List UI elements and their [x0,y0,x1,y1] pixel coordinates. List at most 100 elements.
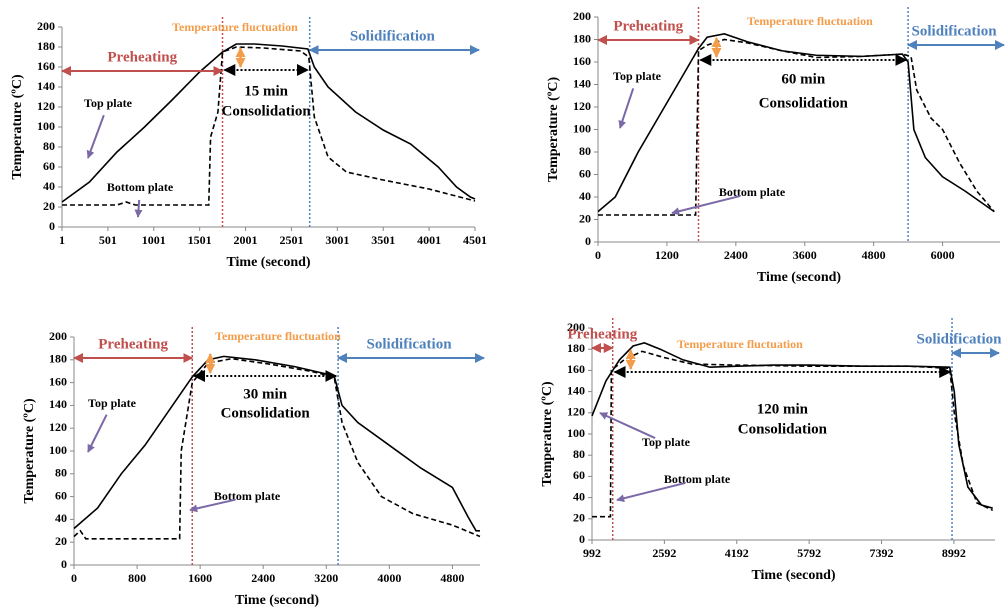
x-tick-label: 3600 [793,248,817,262]
x-tick-label: 0 [595,248,601,262]
y-tick-label: 80 [573,447,585,461]
series-line [73,357,481,540]
x-tick-label: 2501 [279,233,303,247]
y-tick-label: 200 [567,320,585,334]
y-axis-label: Temperature (ºC) [22,398,37,504]
x-tick-label: 1200 [655,248,679,262]
y-tick-label: 200 [49,329,67,343]
series-pointer [87,414,108,453]
y-tick-label: 0 [49,219,55,233]
y-tick-label: 60 [55,488,67,502]
duration-label: 120 min [757,401,809,417]
y-tick-label: 80 [579,144,591,158]
y-tick-label: 20 [55,534,67,548]
series-line [61,43,476,203]
y-tick-label: 180 [573,31,591,45]
x-tick-label: 5792 [797,546,821,560]
series-label: Top plate [88,396,137,410]
y-tick-label: 160 [37,59,55,73]
series-label: Bottom plate [719,185,786,199]
x-tick-label: 2400 [724,248,748,262]
series-pointer [134,199,143,218]
x-axis-label: Time (second) [226,255,310,270]
y-tick-label: 100 [49,443,67,457]
series-line [597,33,995,213]
preheating-label: Preheating [568,326,638,342]
series-pointer [86,114,105,159]
x-tick-label: 6000 [931,248,955,262]
x-tick-label: 2592 [652,546,676,560]
y-tick-label: 100 [573,121,591,135]
y-tick-label: 160 [567,362,585,376]
series-label: Top plate [84,96,133,110]
duration-label: 15 min [244,83,288,99]
y-tick-label: 100 [567,426,585,440]
y-tick-label: 20 [43,199,55,213]
y-axis-label: Temperature (ºC) [10,74,25,180]
x-axis-label: Time (second) [235,593,319,608]
x-tick-label: 4800 [862,248,886,262]
y-tick-label: 180 [49,352,67,366]
y-tick-label: 60 [573,468,585,482]
x-tick-label: 1001 [142,233,166,247]
y-tick-label: 20 [573,511,585,525]
x-tick-label: 4192 [725,546,749,560]
x-tick-label: 4800 [440,571,464,585]
x-tick-label: 4501 [463,233,487,247]
series-label: Top plate [613,69,662,83]
x-tick-label: 1501 [188,233,212,247]
x-axis-label: Time (second) [757,270,841,285]
y-tick-label: 160 [49,374,67,388]
y-tick-label: 20 [579,211,591,225]
series-label: Top plate [642,435,691,449]
y-tick-label: 80 [55,466,67,480]
x-tick-label: 4000 [377,571,401,585]
y-tick-label: 140 [37,79,55,93]
consolidation-label: Consolidation [738,421,828,437]
x-tick-label: 3501 [371,233,395,247]
x-tick-label: 1 [59,233,65,247]
y-axis-label: Temperature (ºC) [540,381,555,487]
y-tick-label: 160 [573,54,591,68]
y-tick-label: 180 [37,39,55,53]
solidification-label: Solidification [350,28,436,44]
series-label: Bottom plate [214,489,281,503]
x-tick-label: 3200 [314,571,338,585]
series-label: Bottom plate [664,472,731,486]
y-tick-label: 0 [579,532,585,546]
x-tick-label: 0 [71,571,77,585]
preheating-label: Preheating [613,18,683,34]
y-tick-label: 40 [573,489,585,503]
consolidation-label: Consolidation [759,95,849,111]
y-tick-label: 140 [567,383,585,397]
y-tick-label: 40 [55,511,67,525]
solidification-label: Solidification [912,23,998,39]
series-line [62,46,476,206]
y-tick-label: 40 [579,189,591,203]
x-tick-label: 3001 [325,233,349,247]
duration-label: 30 min [243,386,287,402]
duration-label: 60 min [781,71,825,87]
x-tick-label: 2400 [251,571,275,585]
consolidation-label: Consolidation [221,405,311,421]
y-tick-label: 140 [573,76,591,90]
y-tick-label: 120 [573,99,591,113]
solidification-label: Solidification [367,336,453,352]
x-tick-label: 800 [128,571,146,585]
y-tick-label: 120 [567,405,585,419]
y-axis-label: Temperature (ºC) [546,77,561,183]
series-pointer [618,88,635,129]
series-pointer [671,194,741,216]
fluctuation-label: Temperature fluctuation [747,14,873,28]
y-tick-label: 200 [37,19,55,33]
x-tick-label: 992 [583,546,601,560]
x-tick-label: 8992 [942,546,966,560]
y-tick-label: 180 [567,341,585,355]
y-tick-label: 200 [573,9,591,23]
fluctuation-label: Temperature fluctuation [172,20,298,34]
series-line [73,355,480,532]
solidification-label: Solidification [916,331,1002,347]
x-tick-label: 2001 [234,233,258,247]
y-tick-label: 120 [49,420,67,434]
